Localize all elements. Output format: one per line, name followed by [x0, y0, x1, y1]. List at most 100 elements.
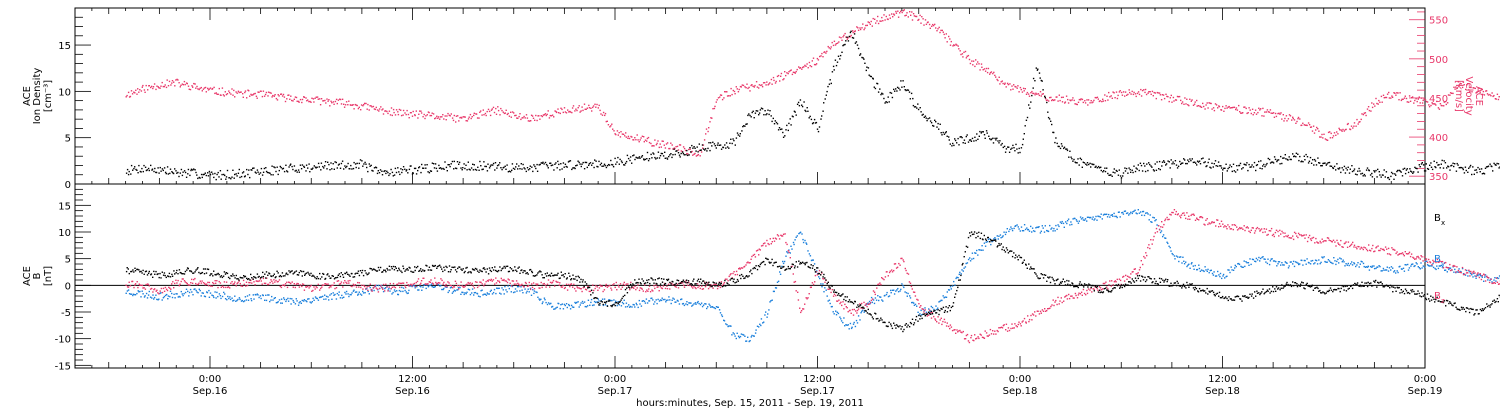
- velocity-series-point: [254, 92, 256, 95]
- density-series-point: [927, 118, 929, 120]
- by-series-point: [514, 288, 517, 290]
- velocity-series-point: [614, 133, 616, 135]
- by-series-point: [1152, 216, 1154, 219]
- velocity-series-point: [910, 14, 912, 16]
- density-series-point: [332, 163, 334, 165]
- by-series-point: [568, 304, 571, 307]
- density-series-point: [782, 131, 784, 134]
- density-series-point: [447, 164, 449, 166]
- density-series-point: [1492, 170, 1494, 172]
- density-series-point: [1251, 164, 1253, 166]
- velocity-series-point: [918, 18, 920, 21]
- velocity-series-point: [529, 120, 531, 122]
- by-series-point: [1226, 275, 1228, 277]
- velocity-series-point: [214, 92, 216, 95]
- density-series-point: [515, 166, 517, 168]
- by-series-point: [1324, 260, 1326, 263]
- density-series-point: [367, 170, 369, 173]
- density-series-point: [1491, 165, 1493, 168]
- velocity-series-point: [1462, 81, 1465, 83]
- density-series-point: [634, 158, 636, 161]
- by-series-point: [846, 324, 848, 326]
- density-series-point: [778, 127, 781, 129]
- density-series-point: [912, 104, 915, 107]
- velocity-series-point: [397, 113, 400, 116]
- velocity-series-point: [719, 94, 722, 96]
- density-series-point: [1360, 173, 1362, 175]
- by-series-point: [501, 287, 503, 289]
- by-series-point: [615, 300, 617, 302]
- by-series-point: [674, 301, 676, 303]
- by-series-point: [539, 299, 541, 301]
- velocity-series-point: [1116, 97, 1119, 100]
- velocity-series-point: [1440, 104, 1442, 107]
- velocity-series-point: [1355, 125, 1357, 127]
- by-series-point: [201, 292, 203, 294]
- density-series-point: [1266, 162, 1268, 165]
- by-series-point: [1361, 261, 1363, 263]
- by-series-point: [402, 287, 405, 289]
- velocity-series-point: [1148, 91, 1150, 93]
- by-series-point: [330, 293, 332, 295]
- density-series-point: [702, 148, 705, 150]
- by-series-point: [749, 340, 751, 342]
- velocity-series-point: [950, 40, 952, 43]
- density-series-point: [477, 166, 479, 168]
- density-series-point: [1320, 165, 1322, 167]
- velocity-series-point: [441, 116, 443, 118]
- velocity-series-point: [478, 117, 480, 119]
- velocity-series-point: [301, 101, 303, 104]
- density-series-point: [242, 171, 245, 173]
- by-series-point: [260, 297, 262, 300]
- density-series-point: [261, 174, 264, 176]
- velocity-series-point: [897, 10, 899, 12]
- by-series-point: [281, 302, 283, 304]
- density-series-point: [1093, 163, 1095, 166]
- velocity-series-point: [1498, 96, 1500, 98]
- by-series-point: [294, 303, 297, 305]
- velocity-series-point: [228, 90, 230, 92]
- density-series-point: [1090, 166, 1092, 168]
- density-series-point: [1223, 167, 1225, 169]
- density-series-point: [214, 172, 216, 175]
- by-series-point: [1162, 235, 1164, 238]
- density-series-point: [390, 168, 392, 171]
- by-series-point: [709, 304, 711, 307]
- by-series-point: [490, 289, 492, 291]
- density-series-point: [393, 174, 396, 176]
- velocity-series-point: [755, 81, 758, 83]
- density-series-point: [1191, 158, 1193, 160]
- by-series-point: [645, 298, 648, 300]
- velocity-series-point: [708, 127, 710, 129]
- by-series-point: [317, 299, 320, 301]
- density-series-point: [1026, 116, 1029, 119]
- velocity-series-point: [446, 115, 448, 117]
- density-series-point: [1167, 160, 1169, 162]
- density-series-point: [339, 167, 342, 169]
- density-series-point: [1209, 166, 1211, 168]
- density-series-point: [547, 167, 549, 169]
- density-series-point: [377, 170, 379, 172]
- by-series-point: [1314, 259, 1317, 261]
- density-series-point: [1096, 167, 1098, 169]
- density-series-point: [842, 44, 844, 47]
- density-series-point: [1139, 162, 1142, 164]
- density-series-point: [141, 167, 143, 170]
- by-series-point: [1061, 220, 1063, 223]
- velocity-series-point: [298, 101, 300, 103]
- by-series-point: [1145, 212, 1147, 214]
- by-series-point: [1169, 246, 1171, 249]
- by-series-point: [220, 297, 222, 300]
- by-series-point: [930, 305, 932, 308]
- velocity-series-point: [275, 97, 278, 100]
- velocity-series-point: [531, 115, 534, 117]
- density-series-point: [1141, 170, 1144, 172]
- velocity-series-point: [1262, 107, 1264, 110]
- velocity-series-point: [1130, 93, 1132, 95]
- velocity-series-point: [367, 103, 369, 106]
- by-series-point: [779, 271, 781, 273]
- velocity-series-point: [895, 12, 898, 14]
- density-series-point: [850, 30, 852, 32]
- by-series-point: [1151, 221, 1153, 223]
- density-series-point: [448, 164, 450, 166]
